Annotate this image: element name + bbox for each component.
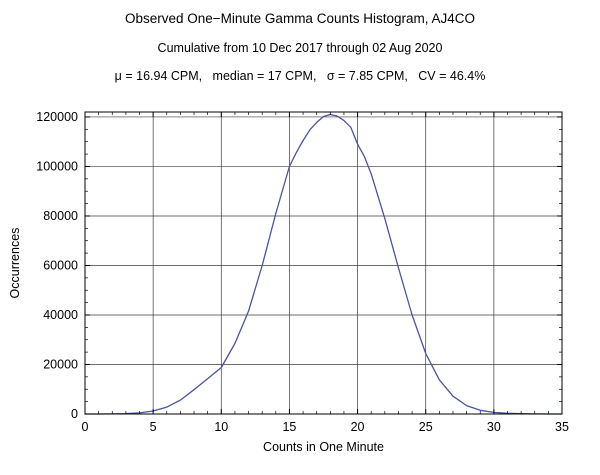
- x-tick-label: 10: [214, 420, 228, 434]
- y-tick-label: 100000: [36, 159, 78, 173]
- y-tick-label: 40000: [43, 308, 78, 322]
- x-tick-label: 15: [282, 420, 296, 434]
- y-tick-label: 0: [71, 407, 78, 421]
- histogram-curve: [84, 113, 563, 415]
- y-tick-label: 80000: [43, 209, 78, 223]
- x-tick-label: 0: [82, 420, 89, 434]
- chart-stats-line: μ = 16.94 CPM, median = 17 CPM, σ = 7.85…: [114, 69, 486, 83]
- y-tick-label: 20000: [43, 357, 78, 371]
- chart-title: Observed One−Minute Gamma Counts Histogr…: [124, 11, 476, 26]
- x-tick-label: 30: [487, 420, 501, 434]
- x-tick-label: 35: [555, 420, 569, 434]
- x-tick-label: 25: [419, 420, 433, 434]
- plot-frame: [84, 111, 563, 415]
- chart-subtitle: Cumulative from 10 Dec 2017 through 02 A…: [157, 41, 443, 55]
- x-tick-label: 20: [351, 420, 365, 434]
- x-tick-label: 5: [150, 420, 157, 434]
- y-tick-label: 60000: [43, 258, 78, 272]
- y-tick-label: 120000: [36, 110, 78, 124]
- x-axis-label: Counts in One Minute: [263, 440, 384, 454]
